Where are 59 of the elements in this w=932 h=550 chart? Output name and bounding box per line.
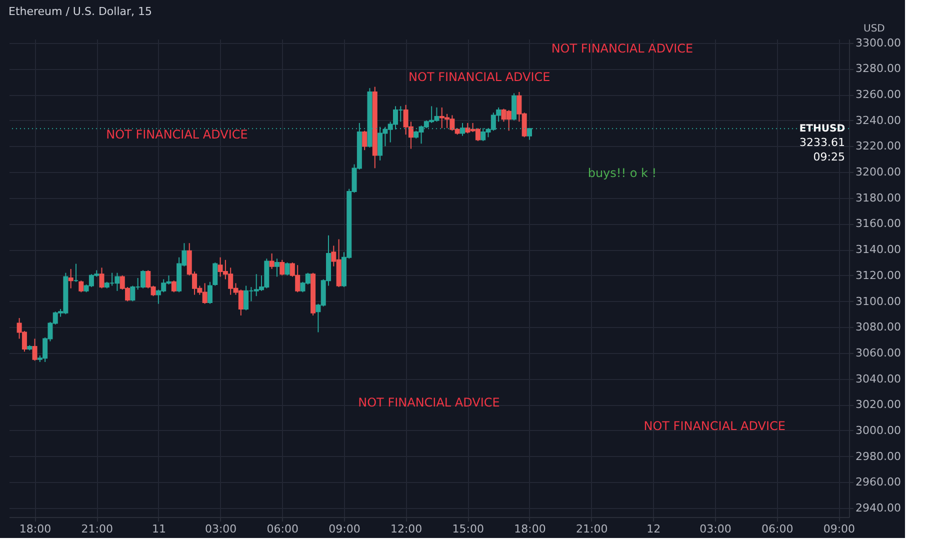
annotation: NOT FINANCIAL ADVICE	[106, 128, 248, 142]
candlestick	[140, 270, 146, 289]
annotation: NOT FINANCIAL ADVICE	[551, 42, 694, 56]
y-tick-label: 3120.00	[856, 268, 901, 282]
y-tick-label: 3300.00	[856, 36, 901, 50]
x-tick-label: 03:00	[700, 522, 732, 536]
candlestick	[244, 285, 249, 311]
y-tick-label: 3280.00	[856, 62, 901, 76]
x-tick-label: 06:00	[266, 522, 298, 536]
y-tick-label: 3180.00	[856, 191, 901, 204]
x-tick-label: 09:00	[328, 522, 360, 536]
chart-title: Ethereum / U.S. Dollar, 15	[8, 5, 152, 18]
y-tick-label: 2940.00	[856, 501, 901, 514]
annotation: NOT FINANCIAL ADVICE	[408, 70, 550, 84]
y-tick-label: 3080.00	[856, 320, 901, 334]
candlestick	[274, 258, 280, 278]
x-tick-label: 18:00	[514, 522, 546, 536]
candlestick	[512, 92, 517, 121]
candlestick	[171, 280, 176, 293]
candlestick	[269, 252, 274, 270]
x-tick-label: 15:00	[452, 522, 484, 536]
y-tick-label: 3100.00	[856, 294, 901, 308]
y-tick-label: 3000.00	[856, 424, 901, 437]
x-tick-label: 12:00	[390, 522, 422, 536]
y-tick-label: 2980.00	[856, 450, 901, 463]
annotation: NOT FINANCIAL ADVICE	[644, 419, 786, 434]
y-tick-label: 3240.00	[856, 114, 901, 127]
candlestick	[32, 338, 38, 362]
y-tick-label: 3020.00	[856, 398, 901, 412]
annotation: buys!! o k !	[588, 166, 657, 180]
candlestick	[212, 262, 218, 286]
candlestick	[78, 280, 84, 293]
x-tick-label: 18:00	[19, 522, 52, 536]
ref-line-label: ETHUSD	[799, 124, 845, 135]
y-tick-label: 3060.00	[856, 346, 901, 360]
y-axis-title: USD	[864, 24, 886, 34]
y-tick-label: 3140.00	[856, 243, 901, 256]
y-tick-label: 3040.00	[856, 372, 901, 386]
x-tick-label: 21:00	[576, 522, 608, 536]
x-tick-label: 03:00	[204, 522, 237, 536]
y-tick-label: 2960.00	[856, 476, 901, 489]
y-tick-label: 3260.00	[856, 88, 901, 102]
x-tick-label: 12	[646, 522, 661, 536]
candlestick	[207, 281, 212, 304]
y-tick-label: 3200.00	[856, 166, 901, 179]
y-tick-label: 3160.00	[856, 217, 901, 230]
candlestick	[280, 259, 285, 276]
x-tick-label: 21:00	[81, 522, 113, 536]
x-tick-label: 09:00	[823, 522, 856, 536]
annotation: NOT FINANCIAL ADVICE	[358, 395, 500, 410]
candlestick	[284, 262, 290, 276]
candlestick	[68, 268, 74, 289]
annotation: 09:25	[813, 150, 845, 164]
y-tick-label: 3220.00	[856, 140, 901, 153]
candlestick	[362, 130, 368, 151]
candlestick	[99, 267, 104, 289]
annotation: 3233.61	[800, 136, 845, 150]
x-tick-label: 06:00	[762, 522, 794, 536]
x-tick-label: 11	[152, 522, 166, 536]
